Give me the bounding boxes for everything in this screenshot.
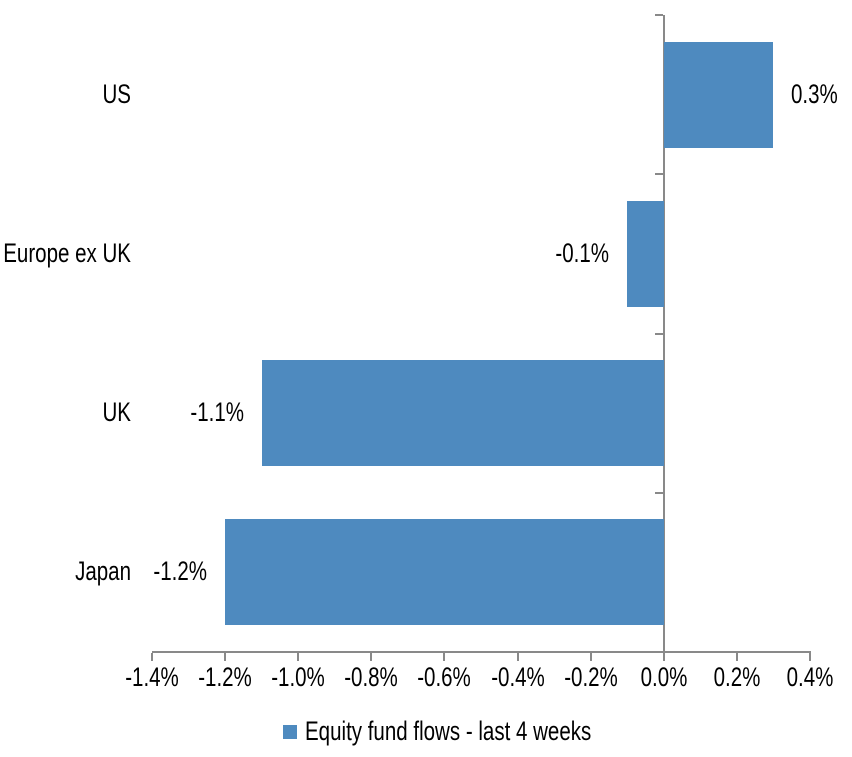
x-axis-tick-3 [370, 653, 373, 661]
category-label-uk: UK [102, 397, 131, 428]
data-label-us: 0.3% [791, 78, 839, 109]
x-tick-label-5: -0.4% [490, 662, 545, 693]
category-label-europe-ex-uk: Europe ex UK [3, 238, 131, 269]
x-axis-tick-1 [224, 653, 227, 661]
x-axis-tick-5 [516, 653, 519, 661]
y-axis-tick-0 [654, 14, 663, 16]
x-axis-tick-9 [809, 653, 811, 661]
y-axis-tick-3 [654, 491, 663, 494]
category-label-japan: Japan [75, 556, 131, 587]
x-tick-label-9: 0.4% [786, 662, 834, 693]
y-axis-tick-4 [654, 651, 663, 653]
legend-marker-square [283, 725, 297, 739]
data-label-uk: -1.1% [190, 397, 244, 428]
x-axis-tick-8 [735, 653, 738, 661]
x-axis-tick-0 [151, 653, 153, 661]
data-label-europe-ex-uk: -0.1% [555, 238, 610, 269]
y-axis-tick-1 [654, 173, 663, 176]
x-tick-label-0: -1.4% [125, 662, 179, 693]
x-tick-label-7: 0.0% [640, 662, 688, 693]
legend-label: Equity fund flows - last 4 weeks [305, 716, 592, 747]
x-tick-label-4: -0.6% [417, 662, 472, 693]
x-tick-label-2: -1.0% [271, 662, 326, 693]
bar-uk [261, 360, 664, 467]
x-axis-tick-6 [589, 653, 592, 661]
bar-japan [225, 519, 664, 626]
x-tick-label-6: -0.2% [563, 662, 618, 693]
x-tick-label-8: 0.2% [713, 662, 761, 693]
data-label-japan: -1.2% [153, 556, 208, 587]
x-tick-label-1: -1.2% [198, 662, 252, 693]
x-axis-line [152, 651, 811, 653]
y-axis-tick-2 [654, 332, 663, 335]
x-axis-tick-2 [297, 653, 300, 661]
x-axis-tick-4 [443, 653, 446, 661]
y-axis-line [662, 15, 665, 652]
x-axis-tick-7 [662, 653, 665, 661]
category-label-us: US [102, 78, 131, 109]
bar-europe-ex-uk [627, 200, 664, 307]
bar-us [663, 41, 774, 148]
x-tick-label-3: -0.8% [344, 662, 399, 693]
